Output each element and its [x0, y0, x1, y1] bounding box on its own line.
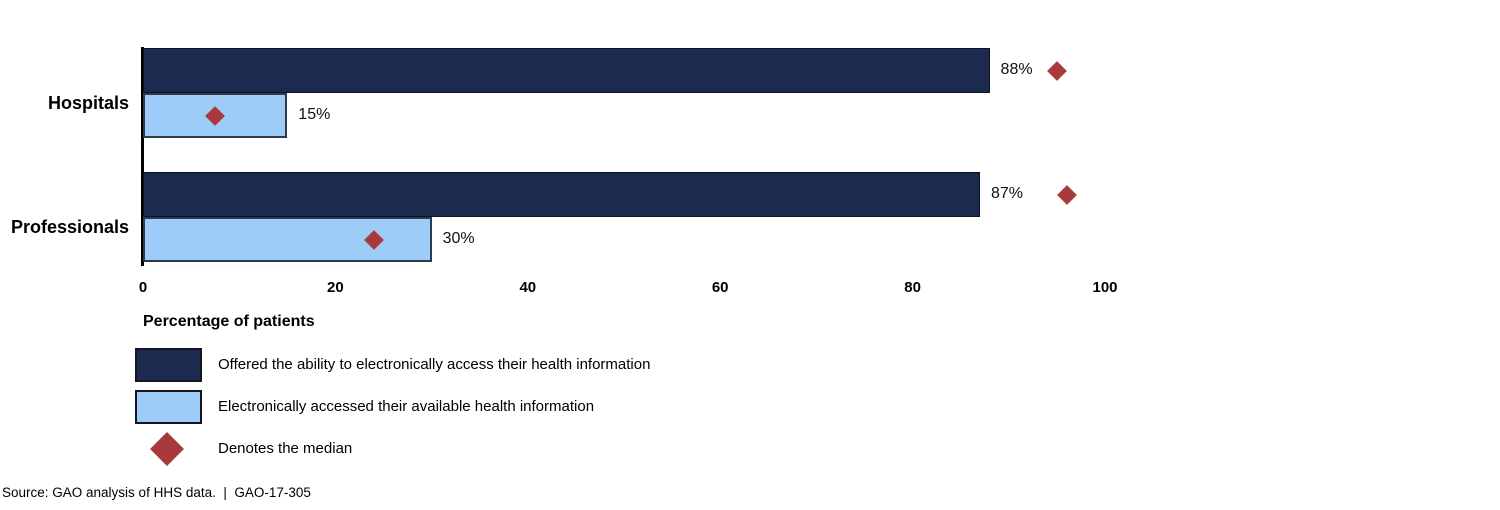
legend-label-median: Denotes the median	[218, 440, 353, 457]
bar-value-label: 30%	[442, 230, 475, 247]
x-tick-label: 80	[904, 279, 921, 296]
bar-value-label: 88%	[1000, 61, 1033, 78]
category-label-hospitals: Hospitals	[47, 93, 129, 113]
x-axis-title: Percentage of patients	[143, 313, 315, 330]
x-tick-label: 20	[327, 279, 344, 296]
bar-hospitals-offered	[143, 48, 990, 93]
category-label-professionals: Professionals	[10, 217, 129, 237]
x-tick-label: 40	[519, 279, 537, 296]
source-line: Source: GAO analysis of HHS data. | GAO-…	[2, 485, 311, 500]
median-diamond	[1046, 60, 1067, 81]
bar-value-label: 15%	[298, 106, 331, 123]
x-tick-label: 60	[711, 279, 729, 296]
bar-professionals-offered	[143, 172, 980, 217]
x-tick-label: 100	[1092, 279, 1118, 296]
bar-value-label: 87%	[990, 185, 1023, 202]
y-axis-line	[141, 47, 144, 266]
legend-swatch-accessed	[135, 390, 202, 424]
legend-label-accessed: Electronically accessed their available …	[218, 398, 595, 415]
legend-label-offered: Offered the ability to electronically ac…	[218, 356, 651, 373]
median-diamond	[1056, 184, 1077, 205]
x-tick-label: 0	[138, 279, 148, 296]
legend-swatch-offered	[135, 348, 202, 382]
bar-professionals-accessed	[143, 217, 432, 262]
